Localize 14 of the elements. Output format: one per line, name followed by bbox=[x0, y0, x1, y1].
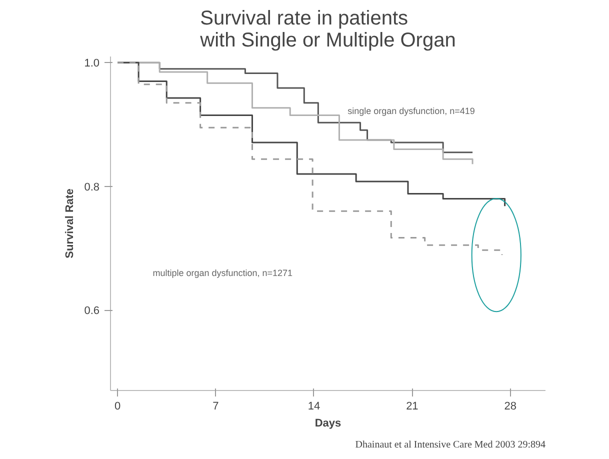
annotation: single organ dysfunction, n=419 bbox=[348, 106, 475, 116]
x-tick-label: 21 bbox=[406, 400, 418, 412]
x-tick-label: 0 bbox=[114, 400, 121, 412]
x-tick-label: 28 bbox=[504, 400, 517, 412]
y-tick-label: 0.6 bbox=[84, 305, 100, 318]
y-tick-label: 0.8 bbox=[84, 181, 100, 194]
y-tick-label: 1.0 bbox=[84, 58, 100, 70]
text: Dhainaut et al Intensive Care Med 2003 29:894 bbox=[355, 440, 546, 450]
annotation: multiple organ dysfunction, n=1271 bbox=[152, 268, 293, 278]
x-axis-title: Days bbox=[314, 418, 342, 430]
x-tick-label: 7 bbox=[212, 400, 219, 412]
chart-title: Survival rate in patients with Single or Multiple Organ bbox=[199, 8, 456, 52]
y-axis-title: Survival Rate bbox=[64, 188, 76, 258]
x-tick-label: 14 bbox=[308, 400, 320, 412]
